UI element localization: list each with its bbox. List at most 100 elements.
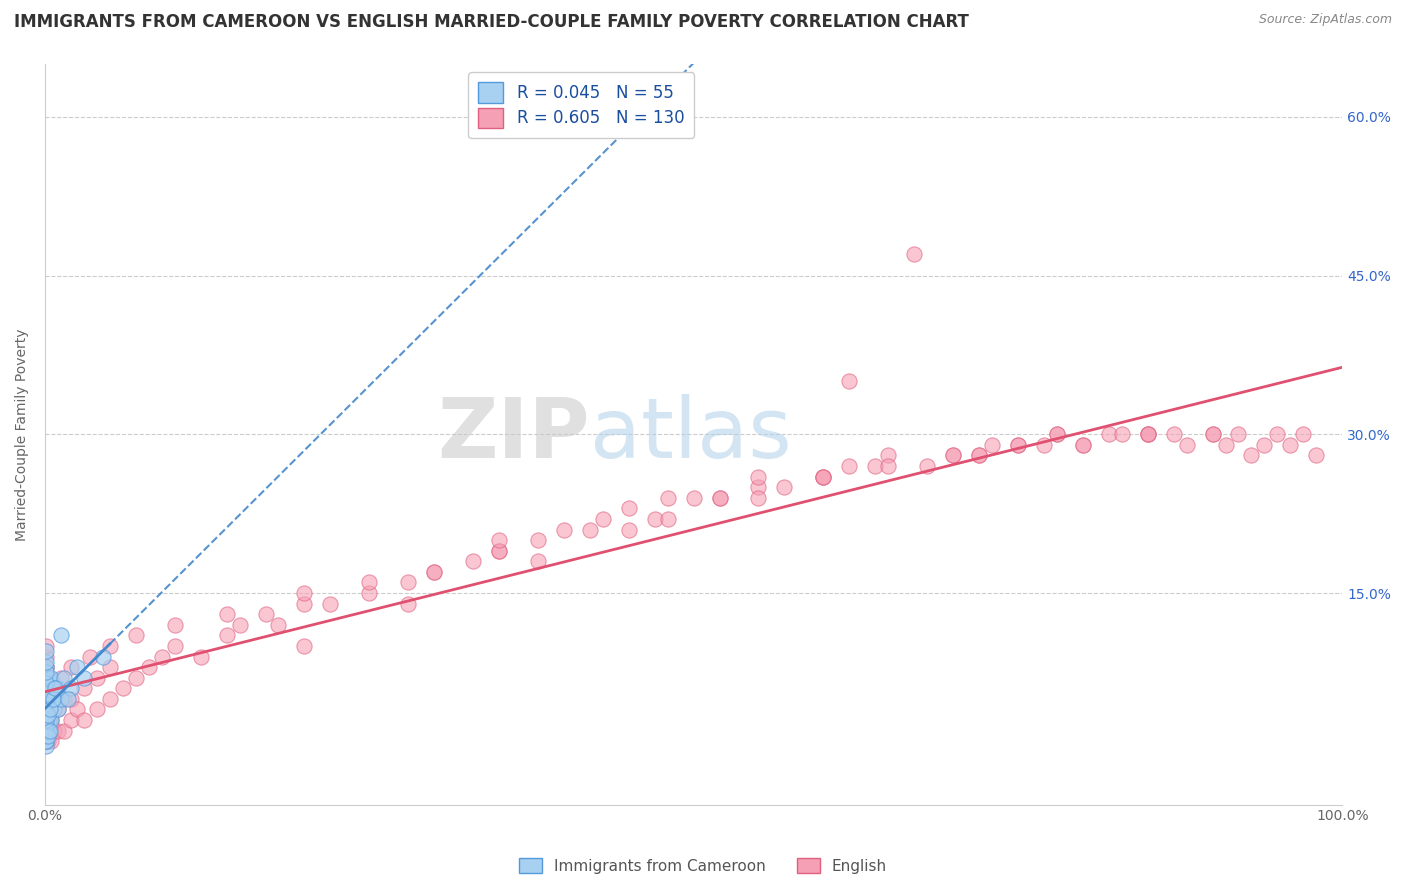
Point bbox=[38, 702, 60, 716]
Point bbox=[396, 597, 419, 611]
Point bbox=[34, 655, 56, 669]
Point bbox=[53, 671, 76, 685]
Point bbox=[44, 691, 66, 706]
Point bbox=[37, 681, 59, 696]
Point bbox=[488, 543, 510, 558]
Point bbox=[865, 459, 887, 474]
Point bbox=[42, 723, 65, 738]
Point bbox=[1175, 438, 1198, 452]
Point bbox=[98, 691, 121, 706]
Point bbox=[215, 628, 238, 642]
Point bbox=[59, 681, 82, 696]
Point bbox=[617, 523, 640, 537]
Point bbox=[38, 723, 60, 738]
Point bbox=[1007, 438, 1029, 452]
Point bbox=[125, 671, 148, 685]
Point bbox=[86, 671, 108, 685]
Point bbox=[37, 713, 59, 727]
Point bbox=[1253, 438, 1275, 452]
Point bbox=[34, 713, 56, 727]
Point bbox=[44, 681, 66, 696]
Point bbox=[59, 691, 82, 706]
Point bbox=[93, 649, 115, 664]
Point bbox=[34, 734, 56, 748]
Point bbox=[527, 554, 550, 568]
Point bbox=[38, 671, 60, 685]
Point bbox=[228, 617, 250, 632]
Point bbox=[1292, 427, 1315, 442]
Point bbox=[294, 586, 316, 600]
Point bbox=[1215, 438, 1237, 452]
Point bbox=[66, 660, 89, 674]
Point bbox=[42, 691, 65, 706]
Point bbox=[49, 628, 72, 642]
Point bbox=[553, 523, 575, 537]
Point bbox=[138, 660, 160, 674]
Point bbox=[150, 649, 173, 664]
Point bbox=[34, 660, 56, 674]
Point bbox=[39, 713, 62, 727]
Point bbox=[527, 533, 550, 548]
Point bbox=[1267, 427, 1289, 442]
Point bbox=[46, 702, 69, 716]
Point bbox=[709, 491, 731, 505]
Point bbox=[682, 491, 704, 505]
Point bbox=[1046, 427, 1069, 442]
Point bbox=[267, 617, 290, 632]
Point bbox=[37, 729, 59, 743]
Text: Source: ZipAtlas.com: Source: ZipAtlas.com bbox=[1258, 13, 1392, 27]
Point bbox=[1098, 427, 1121, 442]
Point bbox=[38, 702, 60, 716]
Point bbox=[44, 681, 66, 696]
Point bbox=[111, 681, 134, 696]
Point bbox=[38, 723, 60, 738]
Point bbox=[38, 691, 60, 706]
Point bbox=[396, 575, 419, 590]
Point bbox=[34, 723, 56, 738]
Point bbox=[747, 491, 769, 505]
Point bbox=[657, 512, 679, 526]
Point bbox=[488, 543, 510, 558]
Point bbox=[579, 523, 602, 537]
Point bbox=[79, 649, 101, 664]
Point bbox=[1279, 438, 1302, 452]
Point bbox=[617, 501, 640, 516]
Point bbox=[41, 691, 63, 706]
Point bbox=[942, 449, 965, 463]
Point bbox=[34, 713, 56, 727]
Point bbox=[359, 586, 381, 600]
Point bbox=[38, 723, 60, 738]
Point bbox=[34, 676, 56, 690]
Point bbox=[42, 702, 65, 716]
Point bbox=[34, 707, 56, 722]
Point bbox=[35, 723, 58, 738]
Point bbox=[319, 597, 342, 611]
Point bbox=[813, 469, 835, 483]
Point bbox=[34, 681, 56, 696]
Point bbox=[1136, 427, 1159, 442]
Point bbox=[34, 639, 56, 653]
Point bbox=[34, 734, 56, 748]
Point bbox=[877, 449, 900, 463]
Point bbox=[49, 671, 72, 685]
Point bbox=[1046, 427, 1069, 442]
Point bbox=[903, 247, 925, 261]
Point bbox=[1007, 438, 1029, 452]
Point bbox=[35, 671, 58, 685]
Point bbox=[98, 660, 121, 674]
Point bbox=[34, 665, 56, 680]
Text: IMMIGRANTS FROM CAMEROON VS ENGLISH MARRIED-COUPLE FAMILY POVERTY CORRELATION CH: IMMIGRANTS FROM CAMEROON VS ENGLISH MARR… bbox=[14, 13, 969, 31]
Point bbox=[1201, 427, 1223, 442]
Point bbox=[35, 681, 58, 696]
Point bbox=[1136, 427, 1159, 442]
Point bbox=[34, 687, 56, 701]
Point bbox=[1071, 438, 1094, 452]
Point bbox=[942, 449, 965, 463]
Legend: Immigrants from Cameroon, English: Immigrants from Cameroon, English bbox=[513, 852, 893, 880]
Point bbox=[41, 671, 63, 685]
Point bbox=[34, 723, 56, 738]
Point bbox=[35, 734, 58, 748]
Point bbox=[46, 702, 69, 716]
Point bbox=[1136, 427, 1159, 442]
Point bbox=[35, 660, 58, 674]
